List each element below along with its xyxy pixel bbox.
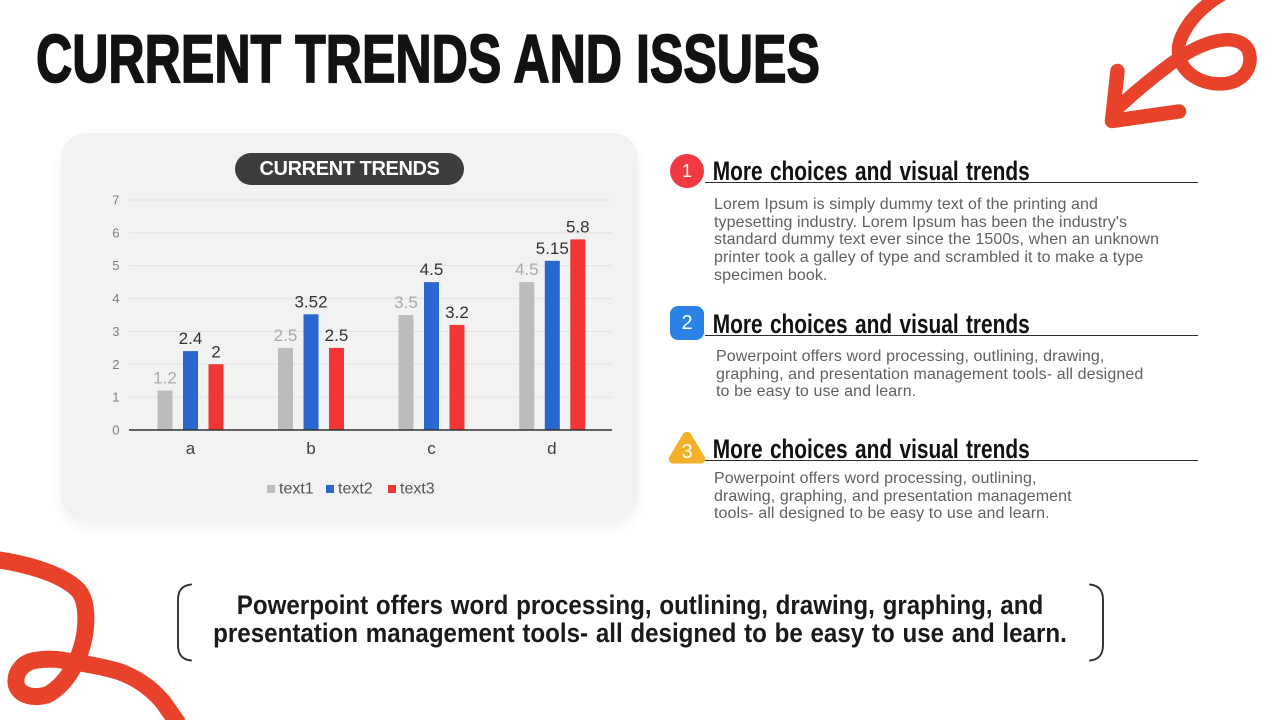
svg-text:2.4: 2.4 bbox=[179, 329, 203, 348]
svg-text:3.2: 3.2 bbox=[445, 303, 469, 322]
svg-text:d: d bbox=[547, 439, 556, 458]
svg-text:5.15: 5.15 bbox=[536, 239, 569, 258]
svg-text:4: 4 bbox=[112, 291, 119, 306]
svg-text:2.5: 2.5 bbox=[325, 326, 349, 345]
svg-text:3: 3 bbox=[112, 324, 119, 339]
svg-text:7: 7 bbox=[112, 193, 119, 208]
svg-text:2.5: 2.5 bbox=[274, 326, 298, 345]
svg-text:5: 5 bbox=[112, 258, 119, 273]
svg-text:6: 6 bbox=[112, 225, 119, 240]
svg-text:text1: text1 bbox=[279, 481, 314, 498]
svg-text:3: 3 bbox=[681, 441, 692, 463]
svg-text:4.5: 4.5 bbox=[515, 260, 539, 279]
svg-text:0: 0 bbox=[112, 423, 119, 438]
svg-text:1.2: 1.2 bbox=[153, 369, 177, 388]
svg-text:c: c bbox=[427, 439, 436, 458]
svg-text:3.52: 3.52 bbox=[294, 292, 327, 311]
svg-text:a: a bbox=[186, 439, 196, 458]
svg-text:2: 2 bbox=[211, 342, 220, 361]
svg-text:4.5: 4.5 bbox=[420, 260, 444, 279]
svg-text:text3: text3 bbox=[400, 481, 435, 498]
svg-text:5.8: 5.8 bbox=[566, 217, 590, 236]
svg-text:1: 1 bbox=[112, 390, 119, 405]
svg-text:3.5: 3.5 bbox=[394, 293, 418, 312]
svg-text:b: b bbox=[306, 439, 315, 458]
svg-text:2: 2 bbox=[112, 357, 119, 372]
svg-text:text2: text2 bbox=[338, 481, 373, 498]
